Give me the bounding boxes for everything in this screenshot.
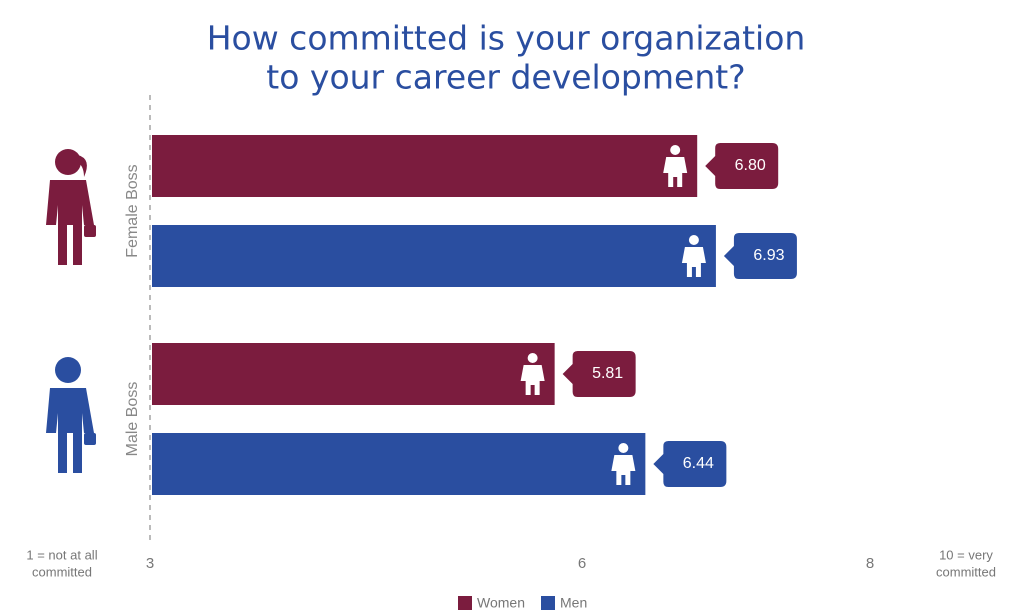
bar-icon xyxy=(611,443,636,485)
bar xyxy=(152,225,716,287)
icon-head xyxy=(688,235,699,245)
x-tick-label: 8 xyxy=(866,555,874,572)
legend-swatch xyxy=(458,596,472,610)
female-boss-icon xyxy=(46,149,96,265)
axis-note: 10 = very xyxy=(939,547,993,562)
icon-body xyxy=(520,365,545,395)
value-label: 6.93 xyxy=(753,247,784,264)
value-label: 6.80 xyxy=(735,157,766,174)
x-tick-label: 6 xyxy=(578,555,586,572)
bar-icon xyxy=(681,235,706,277)
category-label: Female Boss xyxy=(124,164,141,257)
icon-head xyxy=(670,145,681,155)
axis-note: 1 = not at all xyxy=(26,547,97,562)
legend-label: Women xyxy=(477,595,525,611)
icon-body xyxy=(663,157,688,187)
icon-body xyxy=(681,247,706,277)
icon-head xyxy=(527,353,538,363)
icon-body xyxy=(611,455,636,485)
bar xyxy=(152,343,555,405)
category-label: Male Boss xyxy=(124,382,141,457)
bar xyxy=(152,135,698,197)
bar xyxy=(152,433,646,495)
bar-icon xyxy=(520,353,545,395)
legend-swatch xyxy=(541,596,555,610)
chart-title: to your career development? xyxy=(266,58,745,97)
legend-label: Men xyxy=(560,595,587,611)
chart-title: How committed is your organization xyxy=(207,19,806,58)
callout xyxy=(705,143,779,189)
icon-head xyxy=(618,443,629,453)
value-label: 6.44 xyxy=(683,455,714,472)
x-tick-label: 3 xyxy=(146,555,154,572)
axis-note: committed xyxy=(32,564,92,579)
axis-note: committed xyxy=(936,564,996,579)
callout xyxy=(653,441,727,487)
callout xyxy=(562,351,636,397)
male-boss-icon xyxy=(46,357,96,473)
value-label: 5.81 xyxy=(592,365,623,382)
callout xyxy=(723,233,797,279)
bar-icon xyxy=(663,145,688,187)
